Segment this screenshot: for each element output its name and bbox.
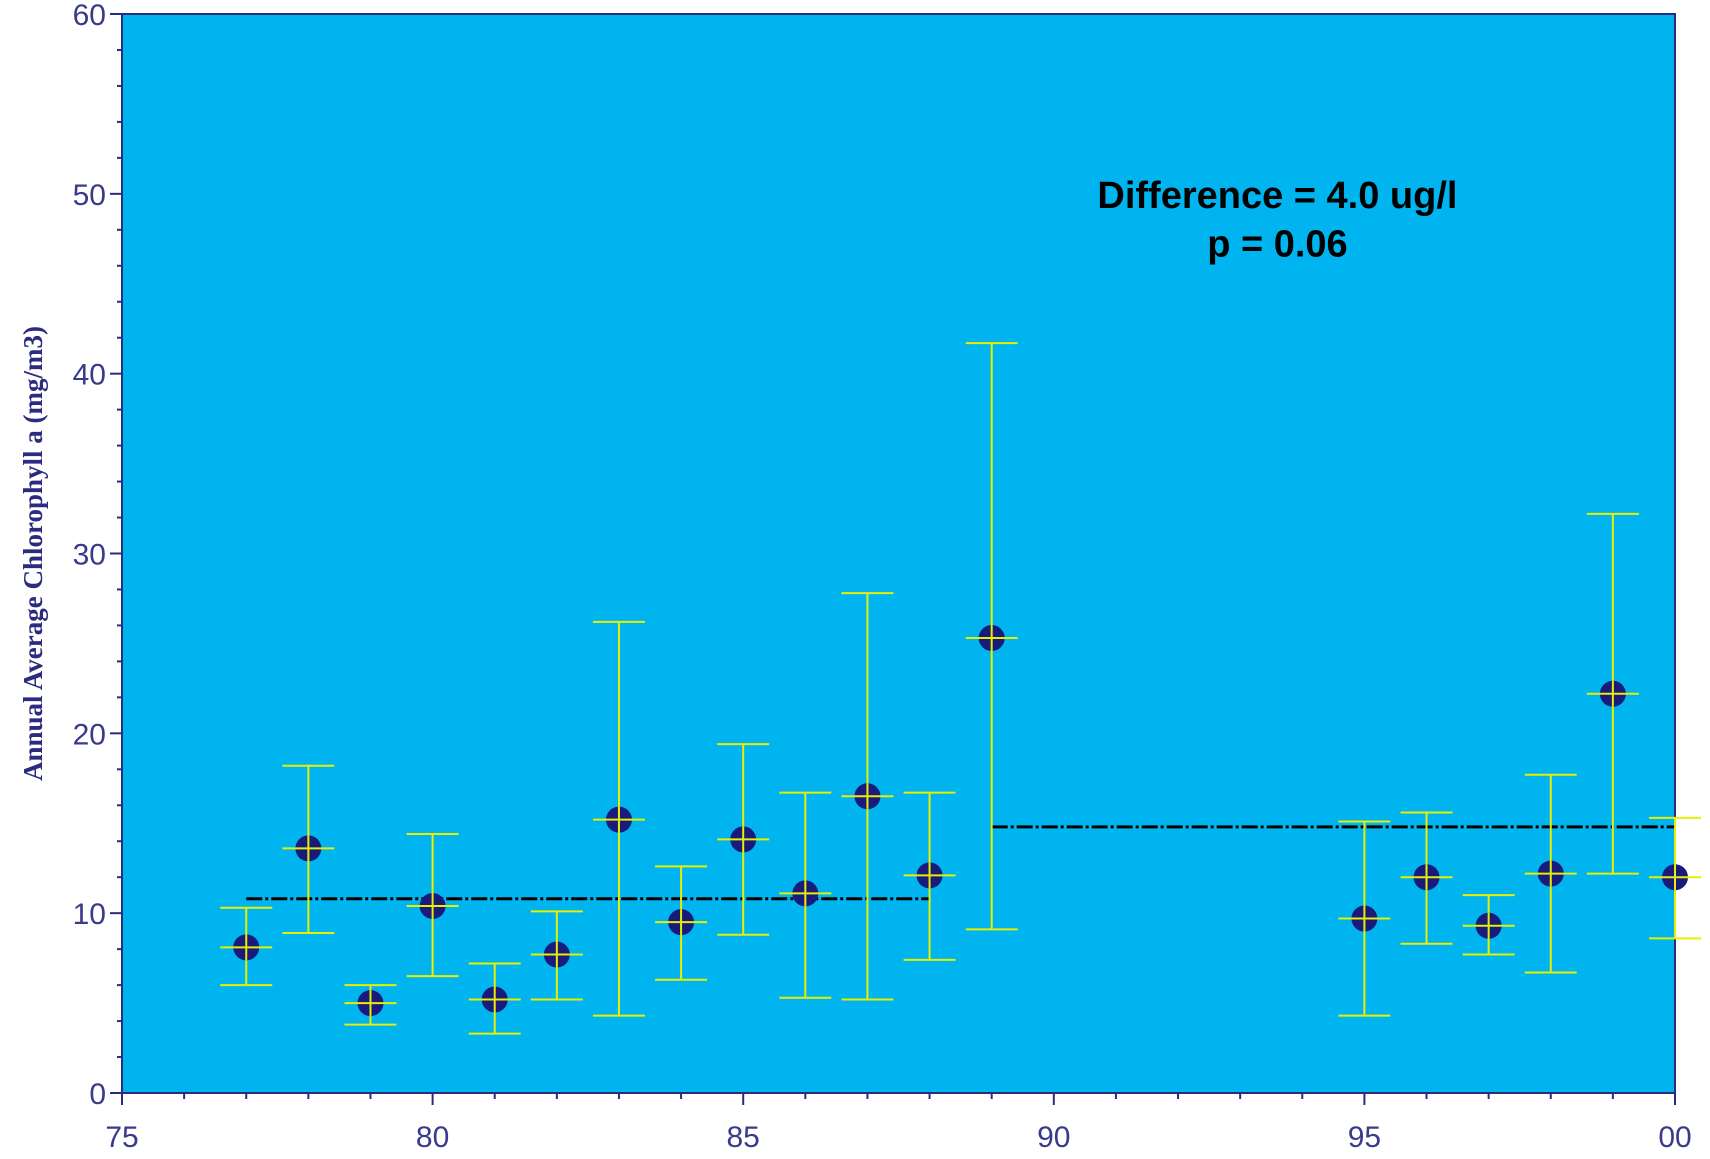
x-tick-label: 75 xyxy=(105,1121,138,1154)
ticks-layer xyxy=(110,13,1676,1105)
y-axis-label: Annual Average Chlorophyll a (mg/m3) xyxy=(18,326,48,781)
x-tick-label: 85 xyxy=(727,1121,760,1154)
data-point xyxy=(344,990,397,1017)
data-point xyxy=(1649,864,1701,891)
x-tick-label: 00 xyxy=(1658,1121,1691,1154)
y-tick-label: 60 xyxy=(73,0,106,32)
annotation-difference: Difference = 4.0 ug/l xyxy=(1097,175,1457,217)
data-point xyxy=(1586,680,1639,707)
y-tick-label: 20 xyxy=(73,718,106,751)
data-point xyxy=(1462,912,1515,939)
y-tick-label: 40 xyxy=(73,359,106,392)
data-point xyxy=(220,934,273,961)
y-tick-label: 30 xyxy=(73,539,106,572)
data-point xyxy=(468,986,521,1013)
data-point xyxy=(717,826,770,853)
y-tick-label: 50 xyxy=(73,179,106,212)
x-tick-label: 90 xyxy=(1037,1121,1070,1154)
data-point xyxy=(655,909,708,936)
points-layer xyxy=(220,625,1701,1017)
x-tick-label: 80 xyxy=(416,1121,449,1154)
data-point xyxy=(530,941,583,968)
data-point xyxy=(1524,860,1577,887)
data-point xyxy=(282,835,335,862)
data-point xyxy=(406,892,459,919)
data-point xyxy=(841,783,894,810)
data-point xyxy=(592,806,645,833)
data-point xyxy=(1400,864,1453,891)
plot-area xyxy=(121,13,1676,1094)
annotation-p-value: p = 0.06 xyxy=(1207,223,1347,265)
data-point xyxy=(903,862,956,889)
data-point xyxy=(1338,905,1391,932)
data-point xyxy=(779,880,832,907)
x-tick-label: 95 xyxy=(1348,1121,1381,1154)
data-point xyxy=(965,625,1018,652)
y-tick-label: 0 xyxy=(89,1078,106,1111)
y-tick-label: 10 xyxy=(73,898,106,931)
